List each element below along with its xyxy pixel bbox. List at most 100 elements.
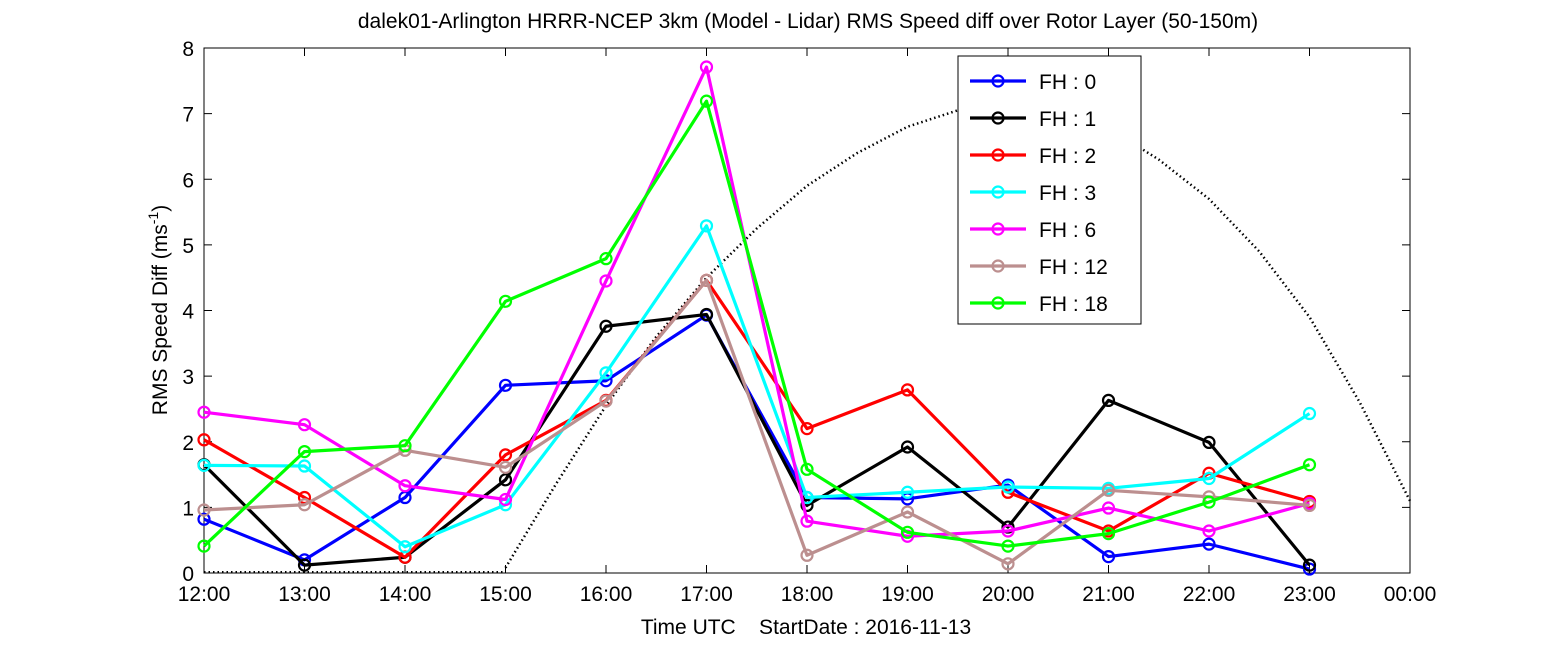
series-line bbox=[202, 99, 1311, 548]
data-point bbox=[498, 460, 513, 474]
y-tick-label: 2 bbox=[182, 432, 194, 455]
data-point bbox=[398, 439, 412, 453]
y-tick-label: 3 bbox=[182, 366, 194, 389]
legend-label: FH : 6 bbox=[1039, 219, 1096, 242]
data-point bbox=[398, 479, 412, 493]
data-point bbox=[1101, 393, 1116, 408]
y-axis-label-main: RMS Speed Diff (ms bbox=[149, 224, 172, 415]
data-point bbox=[599, 394, 613, 408]
data-point bbox=[1001, 557, 1015, 571]
series-fh-3 bbox=[197, 219, 1317, 554]
data-point bbox=[800, 514, 814, 528]
legend-swatch-marker bbox=[991, 222, 1005, 236]
y-axis-label-close: ) bbox=[149, 205, 172, 212]
data-point bbox=[699, 307, 714, 322]
series-fh-18 bbox=[197, 94, 1317, 553]
data-point bbox=[800, 462, 814, 476]
data-point bbox=[197, 539, 211, 553]
series-line bbox=[203, 313, 1310, 571]
series-line bbox=[202, 312, 1311, 567]
x-tick-label: 23:00 bbox=[1283, 583, 1336, 606]
data-point bbox=[599, 274, 613, 288]
legend-label: FH : 2 bbox=[1039, 145, 1096, 168]
legend-swatch-marker bbox=[991, 296, 1005, 310]
data-point bbox=[297, 444, 312, 459]
data-point bbox=[1101, 549, 1116, 564]
data-point bbox=[1202, 524, 1216, 538]
data-point bbox=[900, 383, 915, 397]
x-tick-label: 22:00 bbox=[1183, 583, 1236, 606]
y-tick-label: 6 bbox=[182, 169, 194, 192]
legend-swatch-marker bbox=[991, 74, 1005, 88]
data-point bbox=[1302, 458, 1317, 472]
data-point bbox=[297, 558, 312, 572]
x-tick-label: 21:00 bbox=[1082, 583, 1135, 606]
x-tick-label: 20:00 bbox=[982, 583, 1035, 606]
series-line bbox=[203, 224, 1311, 549]
series-fh-6 bbox=[197, 60, 1317, 543]
legend-swatch-marker bbox=[991, 148, 1005, 162]
data-point bbox=[599, 252, 613, 266]
data-point bbox=[900, 525, 915, 539]
y-tick-label: 1 bbox=[182, 497, 194, 520]
legend-swatch-marker bbox=[991, 185, 1005, 199]
data-point bbox=[498, 294, 513, 308]
y-axis-label: RMS Speed Diff (ms-1) bbox=[145, 205, 172, 415]
y-tick-label: 8 bbox=[182, 38, 194, 61]
y-tick-label: 7 bbox=[182, 104, 194, 127]
legend: FH : 0 FH : 1 FH : 2 FH : 3 FH : 6 FH : 12 FH … bbox=[957, 55, 1142, 325]
x-tick-labels: 12:00 13:00 14:00 15:00 16:00 17:00 18:00 19:00… bbox=[178, 583, 1437, 606]
data-point bbox=[1302, 406, 1317, 421]
legend-item: FH : 12 bbox=[970, 256, 1108, 279]
y-tick-label: 5 bbox=[182, 235, 194, 258]
legend-label: FH : 1 bbox=[1039, 108, 1096, 131]
legend-swatch-marker bbox=[991, 259, 1005, 273]
data-point bbox=[1202, 435, 1216, 450]
data-point bbox=[900, 485, 915, 499]
data-point bbox=[1001, 524, 1015, 538]
series-group bbox=[197, 60, 1317, 576]
legend-item: FH : 3 bbox=[970, 182, 1096, 205]
axis-ticks bbox=[203, 47, 1411, 574]
data-point bbox=[297, 418, 312, 432]
y-tick-label: 0 bbox=[182, 563, 194, 586]
data-point bbox=[800, 498, 814, 513]
legend-item: FH : 18 bbox=[970, 293, 1108, 316]
x-tick-label: 14:00 bbox=[379, 583, 432, 606]
data-point bbox=[498, 492, 513, 507]
data-point bbox=[1101, 527, 1116, 541]
data-point bbox=[498, 473, 513, 487]
data-point bbox=[699, 94, 714, 108]
series-line bbox=[203, 278, 1310, 566]
x-tick-label: 00:00 bbox=[1384, 583, 1437, 606]
data-point bbox=[197, 433, 211, 447]
y-tick-labels: 0 1 2 3 4 5 6 7 8 bbox=[182, 38, 194, 586]
data-point bbox=[197, 405, 211, 419]
data-point bbox=[599, 366, 613, 380]
data-point bbox=[800, 422, 814, 436]
data-point bbox=[398, 540, 412, 554]
data-point bbox=[900, 440, 915, 454]
x-axis-label: Time UTC StartDate : 2016-11-13 bbox=[641, 616, 971, 639]
legend-item: FH : 0 bbox=[970, 71, 1096, 94]
x-tick-label: 19:00 bbox=[881, 583, 934, 606]
data-point bbox=[599, 319, 613, 333]
data-point bbox=[900, 505, 915, 519]
data-point bbox=[197, 458, 211, 472]
legend-label: FH : 12 bbox=[1039, 256, 1108, 279]
data-point bbox=[1302, 498, 1317, 513]
data-point bbox=[699, 219, 714, 233]
data-point bbox=[1001, 480, 1015, 494]
data-point bbox=[197, 503, 211, 517]
x-tick-label: 12:00 bbox=[178, 583, 231, 606]
legend-swatch-marker bbox=[991, 111, 1005, 125]
legend-label: FH : 0 bbox=[1039, 71, 1096, 94]
y-tick-label: 4 bbox=[182, 301, 194, 324]
legend-item: FH : 6 bbox=[970, 219, 1096, 242]
data-point bbox=[297, 498, 312, 512]
x-tick-label: 15:00 bbox=[479, 583, 532, 606]
data-point bbox=[699, 273, 714, 287]
data-point bbox=[699, 60, 714, 74]
legend-box bbox=[957, 55, 1142, 325]
